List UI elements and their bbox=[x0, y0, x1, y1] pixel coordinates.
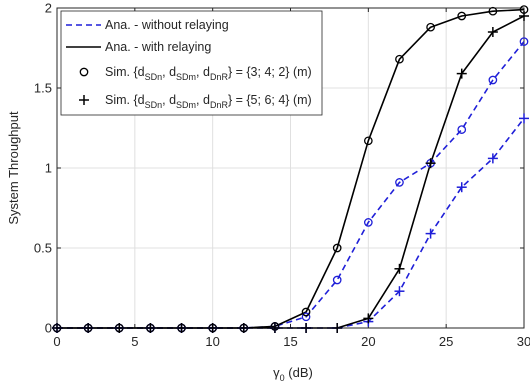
y-axis-label: System Throughput bbox=[6, 111, 21, 225]
marker-plus bbox=[394, 263, 405, 274]
y-tick-label: 1.5 bbox=[34, 81, 52, 96]
marker-plus bbox=[269, 323, 280, 333]
x-axis-label-subscript: 0 bbox=[280, 373, 285, 383]
marker-circle bbox=[363, 218, 373, 227]
legend-marker-circle bbox=[79, 67, 89, 77]
marker-plus bbox=[207, 323, 218, 333]
marker-plus bbox=[238, 323, 249, 333]
legend-label-sim-plus: Sim. {dSDn, dSDm, dDnR} = {5; 6; 4} (m) bbox=[105, 93, 312, 110]
marker-plus bbox=[332, 323, 343, 333]
simulation-markers bbox=[52, 5, 529, 333]
marker-plus bbox=[52, 323, 62, 333]
marker-circle bbox=[395, 54, 404, 64]
marker-plus bbox=[176, 323, 187, 333]
marker-plus bbox=[425, 158, 436, 169]
marker-plus bbox=[145, 323, 156, 333]
marker-circle bbox=[395, 178, 404, 187]
marker-circle bbox=[301, 307, 311, 317]
x-tick-label: 5 bbox=[131, 334, 138, 349]
marker-plus bbox=[114, 323, 125, 333]
y-tick-label: 0.5 bbox=[34, 241, 52, 256]
marker-circle bbox=[301, 312, 311, 322]
x-tick-label: 10 bbox=[205, 334, 219, 349]
marker-plus bbox=[363, 313, 374, 324]
series-line-with-relaying-case2 bbox=[57, 15, 525, 329]
y-tick-label: 0 bbox=[45, 321, 52, 336]
series-lines bbox=[57, 8, 525, 329]
marker-circle bbox=[457, 125, 467, 134]
marker-plus bbox=[425, 228, 436, 239]
legend-label-sim-circle: Sim. {dSDn, dSDm, dDnR} = {3; 4; 2} (m) bbox=[105, 65, 312, 82]
y-tick-label: 1 bbox=[45, 161, 52, 176]
marker-circle bbox=[488, 6, 498, 16]
marker-circle bbox=[363, 136, 373, 146]
axis-ticks: 0 5 10 15 20 25 30 0 0.5 1 1.5 2 bbox=[34, 1, 530, 350]
x-tick-label: 25 bbox=[439, 334, 453, 349]
x-axis-label-unit: (dB) bbox=[285, 365, 313, 380]
x-axis-label: γ0 (dB) bbox=[273, 365, 313, 383]
x-tick-label: 20 bbox=[361, 334, 375, 349]
marker-circle bbox=[488, 75, 498, 85]
marker-circle bbox=[332, 243, 342, 253]
marker-plus bbox=[519, 11, 529, 21]
x-tick-label: 15 bbox=[283, 334, 297, 349]
y-tick-label: 2 bbox=[45, 1, 52, 16]
legend: Ana. - without relaying Ana. - with rela… bbox=[60, 10, 323, 116]
marker-plus bbox=[301, 323, 312, 333]
marker-circle bbox=[426, 22, 435, 32]
marker-circle bbox=[457, 11, 467, 21]
marker-plus bbox=[487, 153, 498, 164]
marker-circle bbox=[332, 275, 342, 285]
marker-plus bbox=[456, 182, 467, 193]
marker-plus bbox=[487, 27, 498, 37]
marker-plus bbox=[394, 286, 405, 297]
legend-marker-plus bbox=[79, 95, 89, 105]
x-tick-label: 30 bbox=[517, 334, 530, 349]
series-line-without-relaying-case1 bbox=[57, 41, 525, 329]
legend-label-without-relaying: Ana. - without relaying bbox=[105, 18, 229, 32]
marker-plus bbox=[519, 113, 529, 124]
legend-label-with-relaying: Ana. - with relaying bbox=[105, 40, 211, 54]
x-tick-label: 0 bbox=[53, 334, 60, 349]
marker-circle bbox=[519, 37, 529, 46]
marker-plus bbox=[456, 68, 467, 79]
marker-plus bbox=[83, 323, 94, 333]
legend-box bbox=[60, 10, 323, 116]
x-axis-label-symbol: γ bbox=[273, 365, 280, 380]
